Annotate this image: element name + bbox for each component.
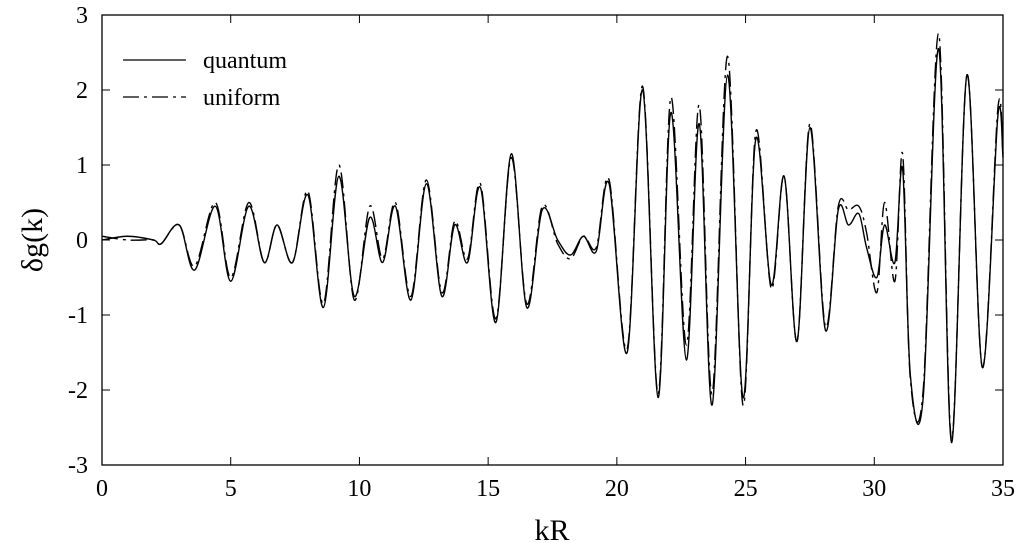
y-axis-label: δg(k) — [16, 208, 49, 272]
x-axis-label: kR — [534, 514, 569, 543]
y-axis-ticks: -3 -2 -1 0 1 2 3 — [68, 3, 1003, 479]
x-tick-label: 15 — [476, 476, 500, 502]
legend-label-quantum: quantum — [203, 48, 287, 74]
y-tick-label: -1 — [68, 303, 88, 329]
x-tick-label: 30 — [862, 476, 886, 502]
x-tick-label: 25 — [734, 476, 758, 502]
x-tick-label: 35 — [991, 476, 1015, 502]
x-tick-label: 10 — [347, 476, 371, 502]
x-axis-ticks: 0 5 10 15 20 25 30 35 — [96, 15, 1015, 502]
x-tick-label: 0 — [96, 476, 108, 502]
y-tick-label: 3 — [76, 3, 88, 29]
y-tick-label: -3 — [68, 453, 88, 479]
y-tick-label: 1 — [76, 153, 88, 179]
legend: quantum uniform — [123, 48, 287, 111]
legend-label-uniform: uniform — [203, 85, 281, 111]
x-tick-label: 5 — [225, 476, 237, 502]
y-tick-label: 2 — [76, 78, 88, 104]
series-line-quantum — [101, 48, 1004, 444]
y-tick-label: -2 — [68, 378, 88, 404]
y-tick-label: 0 — [76, 228, 88, 254]
series-line-uniform — [101, 33, 1004, 440]
x-tick-label: 20 — [605, 476, 629, 502]
series-layer — [101, 33, 1004, 444]
